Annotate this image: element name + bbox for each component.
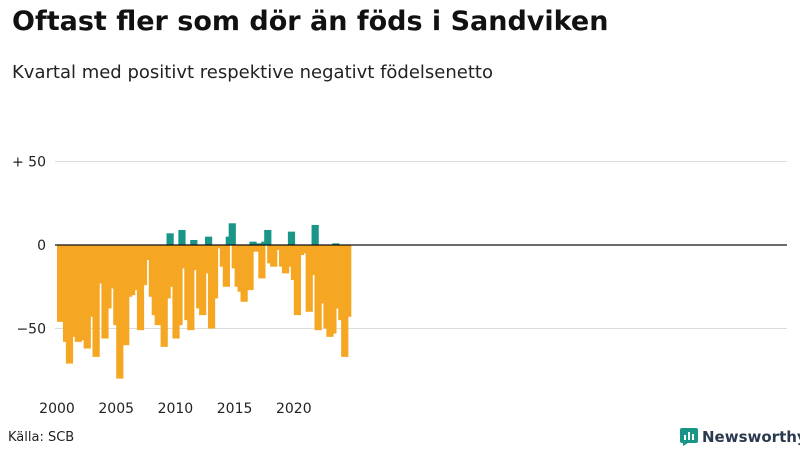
bar — [293, 245, 301, 316]
bar — [308, 245, 316, 276]
bar — [128, 245, 136, 296]
brand-name: Newsworthy — [702, 428, 800, 446]
bar — [344, 245, 352, 317]
source-note: Källa: SCB — [8, 430, 75, 445]
brand-logo: Newsworthy — [680, 428, 800, 446]
bar — [249, 241, 257, 245]
bar — [178, 229, 186, 245]
bar — [228, 223, 236, 245]
bar — [163, 245, 171, 299]
bar — [187, 245, 195, 331]
bar — [273, 245, 281, 251]
bar — [199, 245, 207, 316]
bar — [92, 245, 100, 357]
bar — [246, 245, 254, 291]
bar — [190, 239, 198, 245]
bar — [104, 245, 112, 309]
bar — [222, 245, 230, 287]
bar — [139, 245, 148, 286]
chart-title: Oftast fler som dör än föds i Sandviken — [12, 6, 609, 37]
y-tick-label: 0 — [37, 238, 46, 254]
bar — [264, 229, 272, 245]
bar — [284, 245, 293, 267]
bar — [305, 245, 313, 312]
bar — [317, 245, 325, 304]
bar — [270, 245, 278, 267]
x-tick-label: 2020 — [276, 401, 312, 417]
y-tick-label: + 50 — [12, 155, 46, 171]
bar — [83, 245, 91, 349]
bar — [166, 233, 174, 245]
bar — [116, 245, 124, 379]
bars — [57, 223, 352, 379]
x-axis-ticks: 2000 2005 2010 2015 2020 — [39, 401, 311, 417]
chart-subtitle: Kvartal med positivt respektive negativt… — [12, 62, 493, 83]
bar — [255, 243, 263, 245]
bar — [287, 231, 296, 245]
x-tick-label: 2000 — [39, 401, 75, 417]
bar — [329, 245, 337, 334]
bar — [205, 236, 213, 245]
bar — [136, 245, 145, 331]
y-tick-label: −50 — [16, 322, 46, 338]
bar — [311, 224, 319, 245]
bar — [258, 245, 266, 279]
bar — [240, 245, 248, 302]
bar — [213, 245, 222, 249]
x-tick-label: 2005 — [98, 401, 134, 417]
x-tick-label: 2015 — [217, 401, 253, 417]
bar — [202, 245, 210, 274]
newsworthy-logo-icon — [680, 428, 698, 446]
bar — [252, 245, 260, 252]
bar — [332, 243, 340, 245]
bar — [175, 245, 183, 326]
y-axis-ticks: + 50 0 −50 — [12, 155, 46, 338]
bar — [210, 245, 219, 299]
x-tick-label: 2010 — [158, 401, 194, 417]
